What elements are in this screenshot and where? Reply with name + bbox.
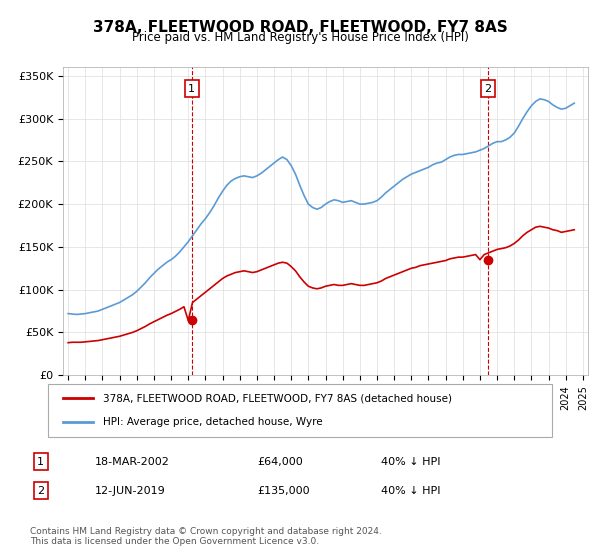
Text: 12-JUN-2019: 12-JUN-2019 <box>95 486 166 496</box>
Text: 40% ↓ HPI: 40% ↓ HPI <box>381 486 440 496</box>
Text: Contains HM Land Registry data © Crown copyright and database right 2024.
This d: Contains HM Land Registry data © Crown c… <box>30 526 382 546</box>
Text: £135,000: £135,000 <box>257 486 310 496</box>
Text: Price paid vs. HM Land Registry's House Price Index (HPI): Price paid vs. HM Land Registry's House … <box>131 31 469 44</box>
Text: 2: 2 <box>484 84 491 94</box>
Text: £64,000: £64,000 <box>257 457 302 467</box>
FancyBboxPatch shape <box>48 384 552 437</box>
Text: 378A, FLEETWOOD ROAD, FLEETWOOD, FY7 8AS: 378A, FLEETWOOD ROAD, FLEETWOOD, FY7 8AS <box>92 20 508 35</box>
Text: 1: 1 <box>188 84 195 94</box>
Text: 40% ↓ HPI: 40% ↓ HPI <box>381 457 440 467</box>
Text: 1: 1 <box>37 457 44 467</box>
Text: 2: 2 <box>37 486 44 496</box>
Text: HPI: Average price, detached house, Wyre: HPI: Average price, detached house, Wyre <box>103 417 323 427</box>
Text: 18-MAR-2002: 18-MAR-2002 <box>95 457 170 467</box>
Text: 378A, FLEETWOOD ROAD, FLEETWOOD, FY7 8AS (detached house): 378A, FLEETWOOD ROAD, FLEETWOOD, FY7 8AS… <box>103 394 452 404</box>
